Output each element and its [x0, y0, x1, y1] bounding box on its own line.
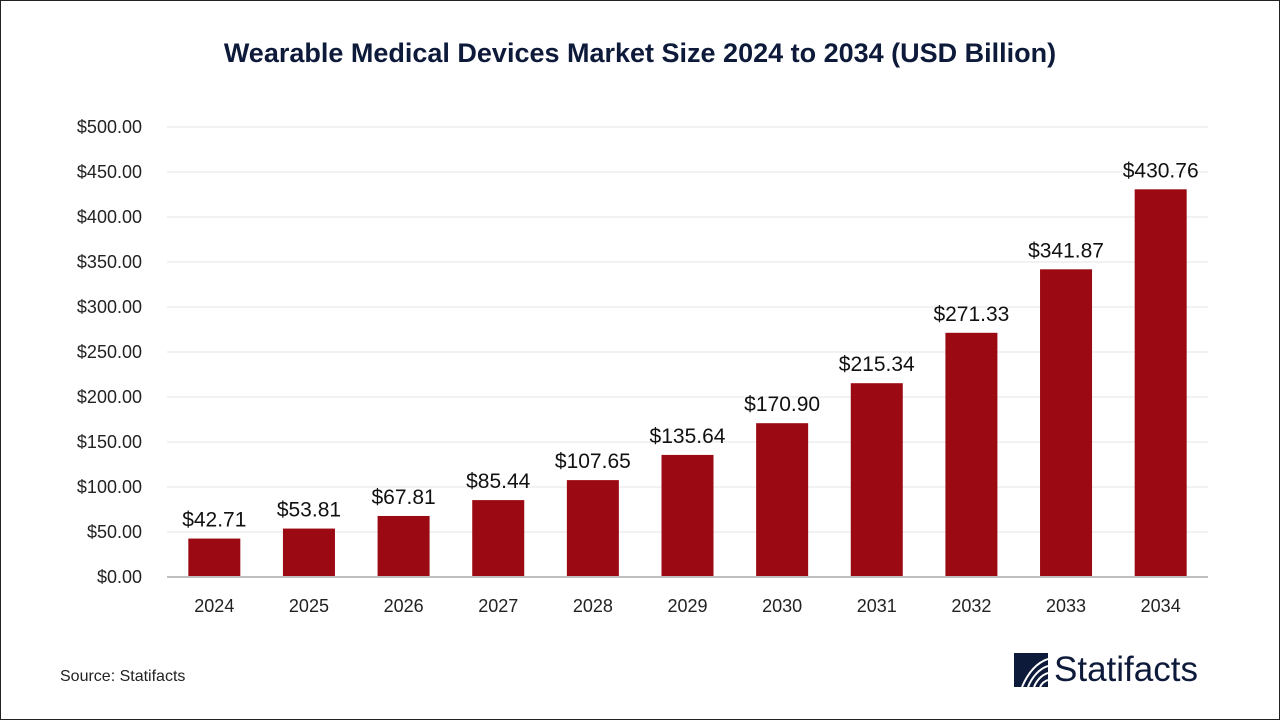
data-label: $53.81	[277, 499, 341, 522]
bar	[566, 480, 619, 577]
y-tick-label: $0.00	[97, 567, 142, 587]
source-note: Source: Statifacts	[60, 668, 186, 685]
x-tick-label: 2024	[194, 596, 234, 616]
logo-text: Statifacts	[1054, 650, 1198, 689]
data-label: $85.44	[466, 470, 531, 493]
bar	[377, 515, 430, 577]
y-tick-label: $350.00	[77, 252, 142, 272]
y-tick-label: $400.00	[77, 207, 142, 227]
data-label: $135.64	[650, 425, 726, 448]
x-tick-label: 2025	[289, 596, 329, 616]
y-tick-label: $250.00	[77, 342, 142, 362]
x-tick-label: 2031	[857, 596, 897, 616]
bar	[756, 423, 809, 577]
x-tick-label: 2026	[384, 596, 424, 616]
data-label: $107.65	[555, 450, 631, 473]
y-tick-label: $150.00	[77, 432, 142, 452]
data-label: $271.33	[933, 303, 1009, 326]
data-label: $215.34	[839, 353, 915, 376]
chart-title: Wearable Medical Devices Market Size 202…	[223, 38, 1057, 68]
bar	[282, 528, 335, 577]
data-label: $430.76	[1123, 159, 1199, 182]
y-tick-label: $50.00	[87, 522, 142, 542]
x-tick-label: 2032	[951, 596, 991, 616]
y-tick-label: $200.00	[77, 387, 142, 407]
bar	[188, 538, 241, 577]
bar	[472, 500, 525, 577]
x-tick-label: 2029	[667, 596, 707, 616]
x-tick-label: 2033	[1046, 596, 1086, 616]
data-label: $67.81	[371, 486, 435, 509]
y-tick-label: $450.00	[77, 162, 142, 182]
x-tick-label: 2034	[1141, 596, 1181, 616]
x-tick-label: 2030	[762, 596, 802, 616]
y-tick-label: $500.00	[77, 117, 142, 137]
bar	[661, 454, 714, 577]
bar	[945, 332, 998, 577]
bar	[850, 383, 903, 577]
statifacts-logo: Statifacts	[1014, 652, 1198, 687]
y-tick-label: $100.00	[77, 477, 142, 497]
bar	[1040, 269, 1093, 577]
data-label: $170.90	[744, 393, 820, 416]
x-tick-label: 2028	[573, 596, 613, 616]
y-tick-label: $300.00	[77, 297, 142, 317]
x-tick-label: 2027	[478, 596, 518, 616]
data-label: $42.71	[182, 509, 246, 532]
statifacts-logo-icon	[1014, 652, 1048, 687]
bar	[1134, 189, 1187, 578]
data-label: $341.87	[1028, 239, 1104, 262]
